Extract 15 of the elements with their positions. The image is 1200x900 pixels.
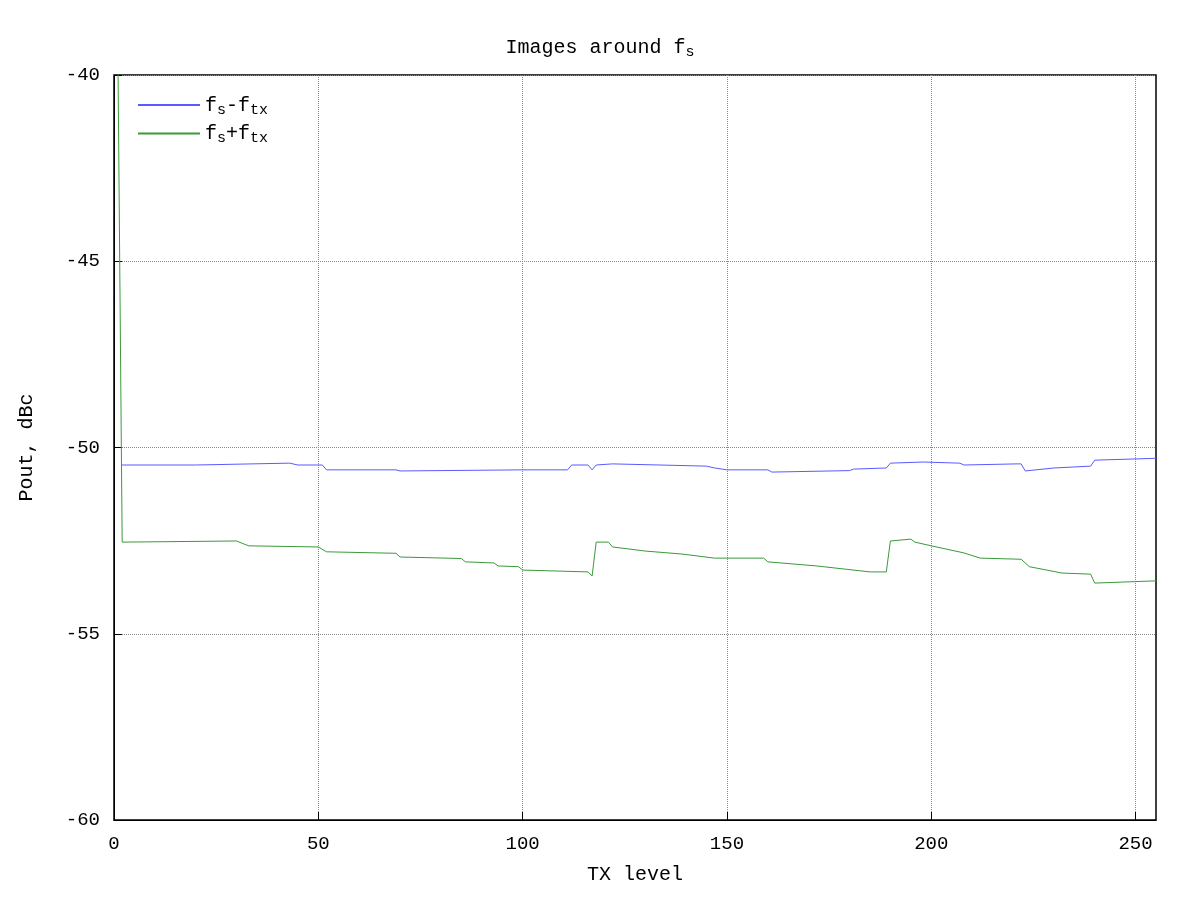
- y-tick-label: -40: [65, 64, 100, 86]
- x-tick-label: 0: [108, 832, 120, 855]
- x-tick-label: 150: [709, 832, 745, 855]
- y-tick-label: -60: [65, 809, 100, 831]
- y-tick-label: -45: [65, 250, 100, 273]
- y-tick-label: -55: [65, 622, 100, 645]
- y-axis-title: Pout, dBc: [14, 393, 38, 502]
- x-tick-label: 50: [306, 832, 330, 855]
- line-series: [121, 457, 1157, 473]
- x-axis-title: TX level: [586, 862, 684, 886]
- x-tick-label: 200: [914, 832, 949, 855]
- x-tick-label: 100: [505, 832, 540, 855]
- x-tick-label: 250: [1118, 832, 1153, 855]
- line-series: [117, 74, 1157, 584]
- y-tick-label: -50: [65, 436, 100, 459]
